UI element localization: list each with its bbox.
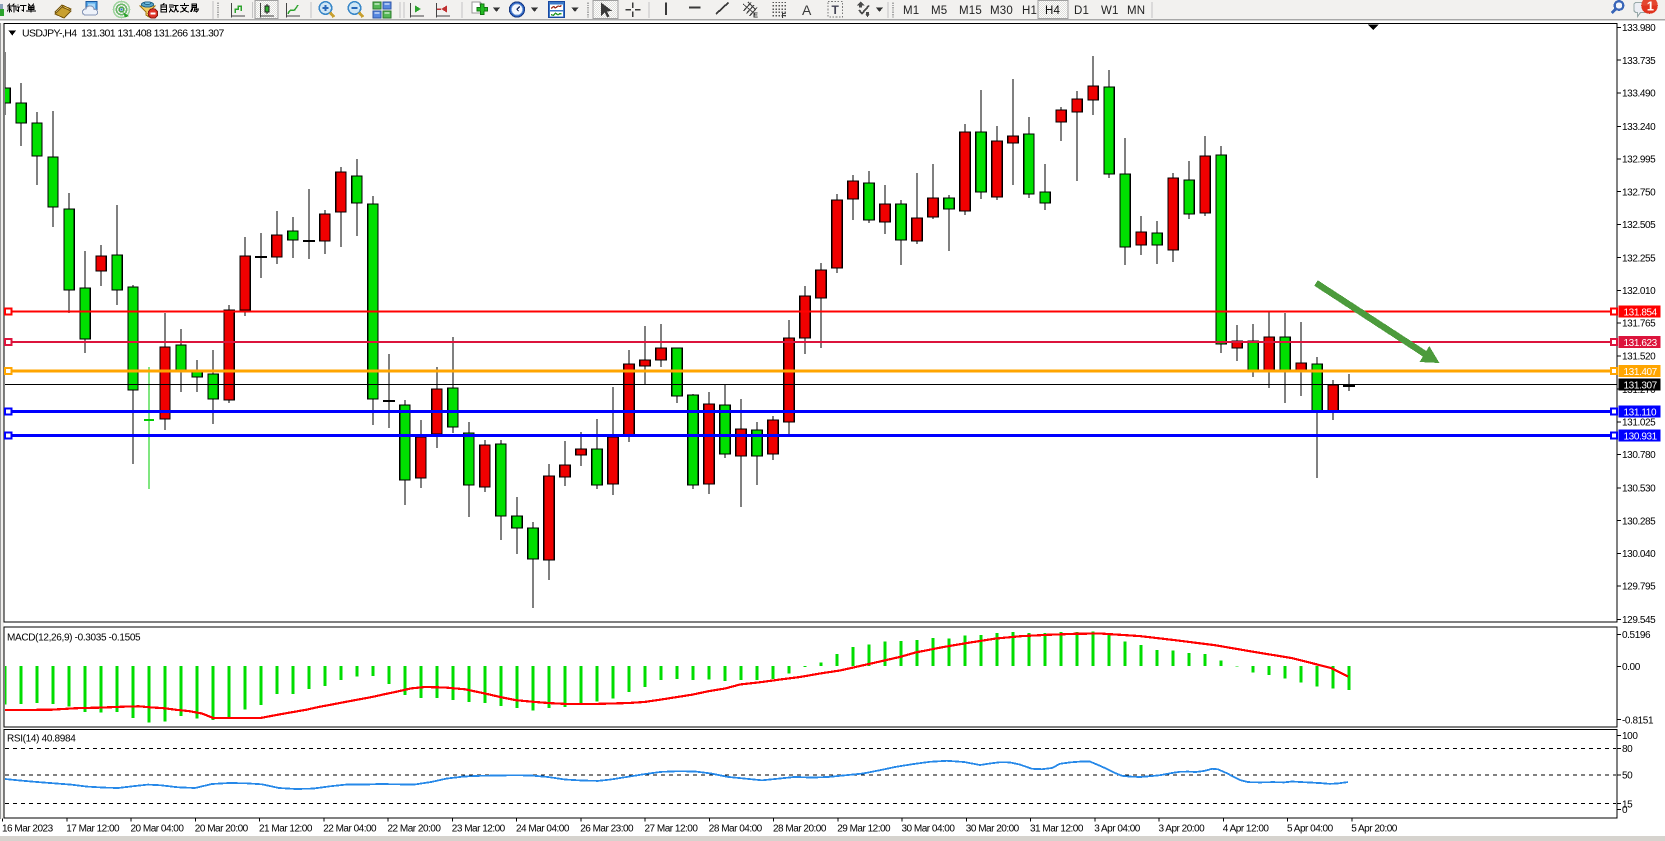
svg-text:23 Mar 12:00: 23 Mar 12:00: [452, 824, 506, 835]
svg-text:MN: MN: [1127, 5, 1145, 17]
svg-text:131.110: 131.110: [1624, 407, 1657, 418]
svg-text:129.545: 129.545: [1622, 615, 1656, 626]
svg-text:0.00: 0.00: [1622, 662, 1641, 673]
svg-text:130.285: 130.285: [1622, 516, 1656, 527]
svg-text:RSI(14) 40.8984: RSI(14) 40.8984: [7, 734, 76, 745]
svg-text:130.780: 130.780: [1622, 450, 1656, 461]
svg-text:133.735: 133.735: [1622, 56, 1656, 67]
svg-text:0.5196: 0.5196: [1622, 630, 1651, 641]
svg-text:5 Apr 20:00: 5 Apr 20:00: [1351, 824, 1398, 835]
svg-text:26 Mar 23:00: 26 Mar 23:00: [580, 824, 634, 835]
svg-text:129.795: 129.795: [1622, 582, 1656, 593]
svg-text:132.255: 132.255: [1622, 253, 1656, 264]
svg-text:M15: M15: [959, 5, 982, 17]
svg-text:21 Mar 12:00: 21 Mar 12:00: [259, 824, 313, 835]
svg-text:E: E: [753, 11, 758, 20]
svg-text:-0.8151: -0.8151: [1622, 715, 1654, 726]
svg-text:133.980: 133.980: [1622, 23, 1656, 34]
svg-text:15: 15: [1622, 799, 1633, 810]
svg-text:4 Apr 12:00: 4 Apr 12:00: [1223, 824, 1270, 835]
svg-text:31 Mar 12:00: 31 Mar 12:00: [1030, 824, 1084, 835]
svg-text:131.025: 131.025: [1622, 418, 1656, 429]
svg-text:131.854: 131.854: [1624, 307, 1658, 318]
svg-text:5 Apr 04:00: 5 Apr 04:00: [1287, 824, 1334, 835]
svg-text:131.765: 131.765: [1622, 319, 1656, 330]
svg-text:0: 0: [1622, 805, 1628, 816]
svg-text:20 Mar 04:00: 20 Mar 04:00: [131, 824, 185, 835]
svg-text:22 Mar 20:00: 22 Mar 20:00: [388, 824, 442, 835]
svg-text:F: F: [782, 11, 787, 20]
svg-text:133.240: 133.240: [1622, 122, 1656, 133]
svg-text:H4: H4: [1045, 5, 1061, 17]
svg-text:133.490: 133.490: [1622, 89, 1656, 100]
svg-text:22 Mar 04:00: 22 Mar 04:00: [323, 824, 377, 835]
svg-text:131.307: 131.307: [1624, 380, 1658, 391]
svg-text:W1: W1: [1101, 5, 1119, 17]
svg-text:USDJPY-,H4 131.301 131.408 13: USDJPY-,H4 131.301 131.408 131.266 131.3…: [22, 28, 225, 40]
svg-text:16 Mar 2023: 16 Mar 2023: [2, 824, 54, 835]
svg-text:28 Mar 04:00: 28 Mar 04:00: [709, 824, 763, 835]
svg-text:30 Mar 04:00: 30 Mar 04:00: [902, 824, 956, 835]
svg-text:24 Mar 04:00: 24 Mar 04:00: [516, 824, 570, 835]
svg-text:30 Mar 20:00: 30 Mar 20:00: [966, 824, 1020, 835]
svg-text:H1: H1: [1022, 5, 1037, 17]
svg-text:M5: M5: [931, 5, 947, 17]
svg-text:28 Mar 20:00: 28 Mar 20:00: [773, 824, 827, 835]
svg-text:1: 1: [1647, 0, 1654, 14]
svg-text:132.750: 132.750: [1622, 187, 1656, 198]
svg-text:27 Mar 12:00: 27 Mar 12:00: [645, 824, 699, 835]
svg-text:130.530: 130.530: [1622, 484, 1656, 495]
svg-text:132.995: 132.995: [1622, 155, 1656, 166]
svg-text:T: T: [832, 3, 840, 17]
svg-text:D1: D1: [1074, 5, 1089, 17]
svg-text:M1: M1: [903, 5, 919, 17]
svg-text:29 Mar 12:00: 29 Mar 12:00: [837, 824, 891, 835]
svg-text:132.505: 132.505: [1622, 220, 1656, 231]
svg-text:M30: M30: [990, 5, 1013, 17]
svg-text:20 Mar 20:00: 20 Mar 20:00: [195, 824, 249, 835]
svg-text:3 Apr 04:00: 3 Apr 04:00: [1094, 824, 1141, 835]
svg-text:100: 100: [1622, 731, 1638, 742]
svg-text:131.520: 131.520: [1622, 351, 1656, 362]
svg-text:3 Apr 20:00: 3 Apr 20:00: [1159, 824, 1206, 835]
svg-text:130.040: 130.040: [1622, 549, 1656, 560]
svg-text:132.010: 132.010: [1622, 286, 1656, 297]
svg-text:MACD(12,26,9) -0.3035 -0.1505: MACD(12,26,9) -0.3035 -0.1505: [7, 633, 141, 644]
svg-text:131.407: 131.407: [1624, 367, 1658, 378]
svg-text:131.623: 131.623: [1624, 338, 1658, 349]
svg-text:130.931: 130.931: [1624, 431, 1658, 442]
svg-text:50: 50: [1622, 771, 1633, 782]
svg-text:A: A: [802, 2, 812, 18]
svg-text:17 Mar 12:00: 17 Mar 12:00: [66, 824, 120, 835]
svg-text:80: 80: [1622, 744, 1633, 755]
